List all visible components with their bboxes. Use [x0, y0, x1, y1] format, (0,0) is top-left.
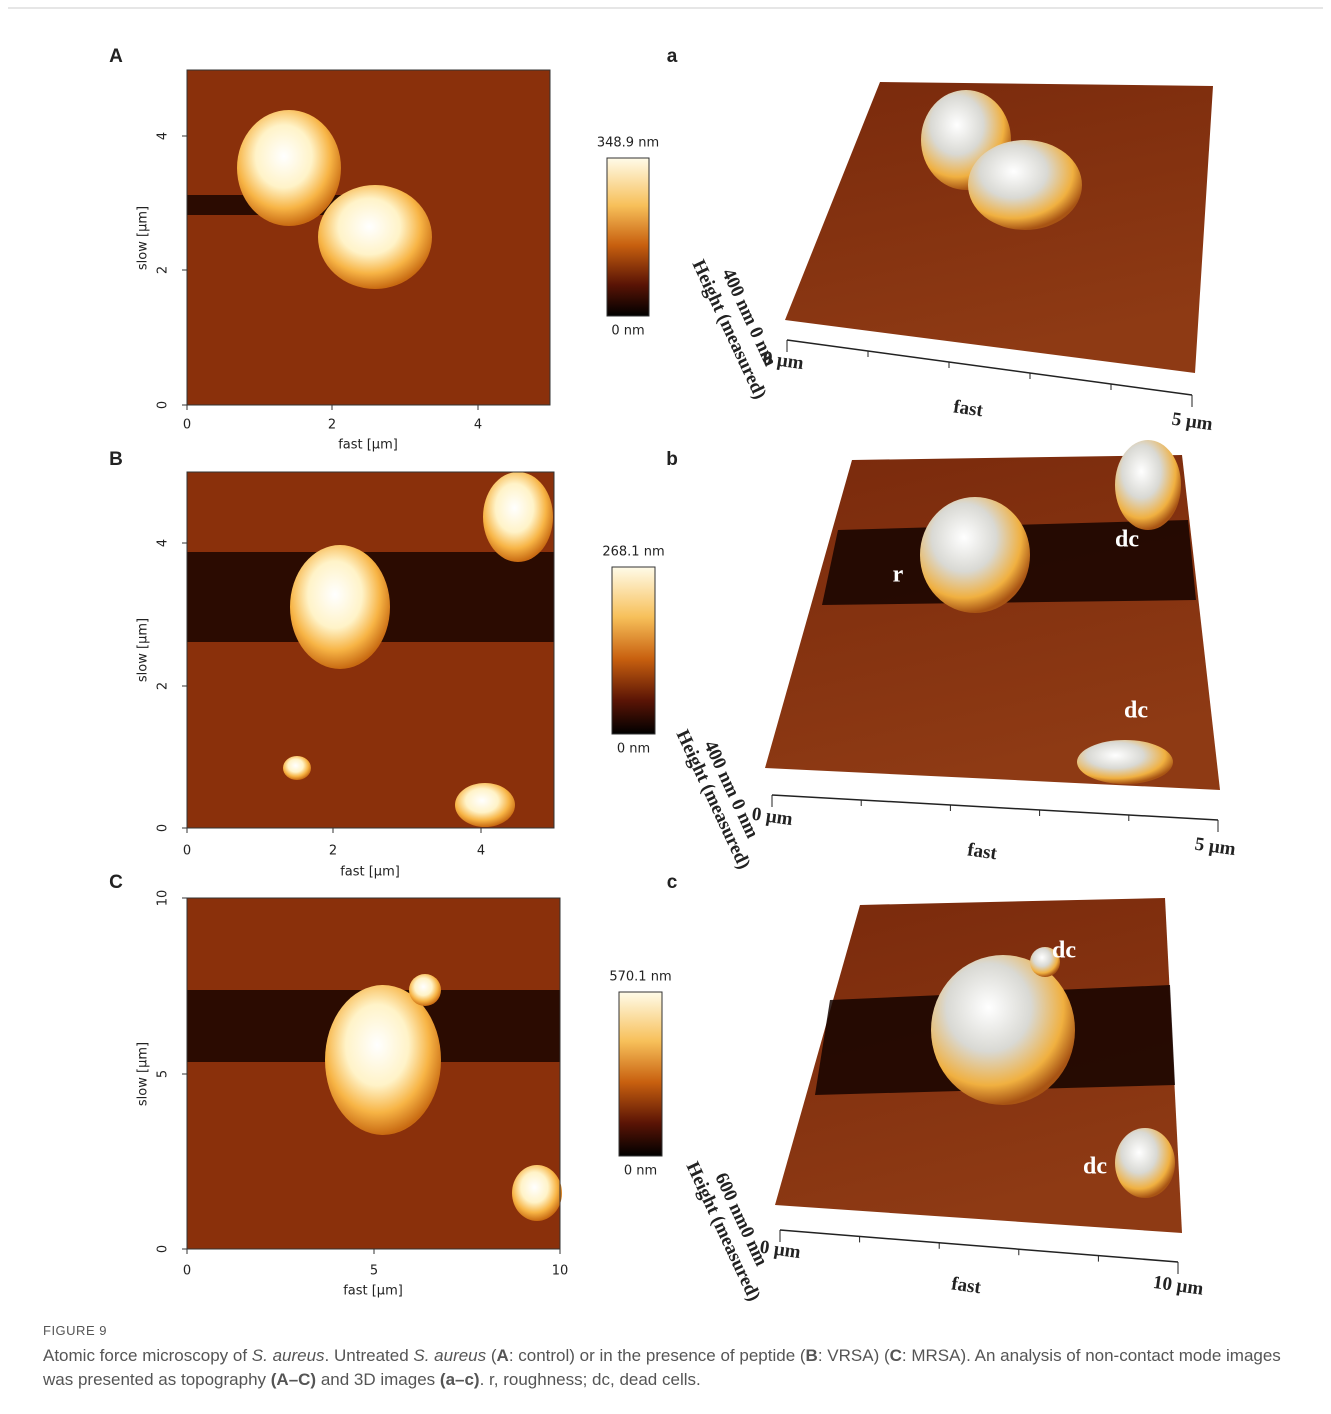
cell: [290, 545, 390, 669]
panel-label: B: [109, 449, 123, 470]
panel-label: A: [109, 46, 123, 67]
caption-run: S. aureus: [252, 1346, 325, 1365]
annotation: dc: [1124, 698, 1148, 724]
annotation: dc: [1052, 938, 1076, 964]
y-axis-label: slow [µm]: [136, 618, 151, 682]
panel-label: a: [667, 46, 678, 67]
y-tick-label: 10: [156, 890, 171, 907]
x-tick-label: 5: [370, 1264, 378, 1279]
caption-run: . Untreated: [325, 1346, 414, 1365]
axis-3d-end: 10 µm: [1152, 1272, 1205, 1300]
cell: [325, 985, 441, 1135]
cell: [409, 974, 441, 1006]
axis-3d-end: 5 µm: [1170, 409, 1214, 436]
cell: [237, 110, 341, 226]
x-axis-label: fast [µm]: [340, 865, 400, 880]
x-tick-label: 2: [329, 844, 337, 859]
y-tick-label: 5: [156, 1070, 171, 1078]
y-tick-label: 4: [156, 132, 171, 140]
caption-run: . r, roughness; dc, dead cells.: [480, 1370, 701, 1389]
y-tick-label: 2: [156, 682, 171, 690]
caption-run: : control) or in the presence of peptide…: [509, 1346, 806, 1365]
cell: [318, 185, 432, 289]
cell: [512, 1165, 562, 1221]
panel-label: C: [109, 872, 123, 893]
page: A 0 2 4 0 2 4 fast [µm] slow [µm] 348.9 nm 0 nm a 0 …: [0, 0, 1331, 1414]
y-tick-label: 2: [156, 266, 171, 274]
axis-3d-end: 5 µm: [1193, 834, 1237, 861]
annotation: r: [893, 562, 904, 588]
y-tick-label: 4: [156, 539, 171, 547]
cell: [455, 783, 515, 827]
caption-run: Atomic force microscopy of: [43, 1346, 252, 1365]
x-tick-label: 4: [474, 418, 482, 433]
caption-run: (a–c): [440, 1370, 480, 1389]
x-axis-label: fast [µm]: [338, 438, 398, 453]
axis-3d-label: fast: [966, 839, 999, 864]
figure: A 0 2 4 0 2 4 fast [µm] slow [µm] 348.9 nm 0 nm a 0 …: [0, 0, 1331, 1310]
y-tick-label: 0: [156, 401, 171, 409]
annotation: dc: [1115, 527, 1139, 553]
x-tick-label: 0: [183, 418, 191, 433]
panel-label: b: [666, 449, 678, 470]
cell-3d: [931, 955, 1075, 1105]
caption-run: (: [486, 1346, 496, 1365]
x-tick-label: 10: [552, 1264, 569, 1279]
caption-label: FIGURE 9: [43, 1323, 1293, 1338]
caption-run: B: [806, 1346, 818, 1365]
panel-label: c: [667, 872, 678, 893]
colorbar: [607, 158, 649, 316]
caption-run: A: [497, 1346, 509, 1365]
cell-3d: [920, 497, 1030, 613]
colorbar-max: 268.1 nm: [602, 545, 664, 560]
axis-3d: [772, 795, 1218, 820]
y-axis-label: slow [µm]: [136, 206, 151, 270]
axis-3d-label: fast: [952, 396, 985, 421]
x-tick-label: 2: [328, 418, 336, 433]
colorbar-max: 348.9 nm: [597, 136, 659, 151]
x-tick-label: 0: [183, 844, 191, 859]
cell-3d: [968, 140, 1082, 230]
axis-3d-label: fast: [950, 1273, 983, 1298]
caption: FIGURE 9 Atomic force microscopy of S. a…: [43, 1323, 1293, 1392]
caption-run: S. aureus: [413, 1346, 486, 1365]
x-axis-label: fast [µm]: [343, 1284, 403, 1299]
caption-run: : VRSA) (: [818, 1346, 890, 1365]
y-tick-label: 0: [156, 824, 171, 832]
y-tick-label: 0: [156, 1245, 171, 1253]
axis-3d: [780, 1230, 1178, 1262]
cell: [283, 756, 311, 780]
colorbar: [619, 992, 662, 1156]
caption-run: (A–C): [271, 1370, 316, 1389]
colorbar: [612, 567, 655, 734]
colorbar-min: 0 nm: [617, 742, 650, 757]
cell-3d: [1115, 440, 1181, 530]
x-tick-label: 4: [477, 844, 485, 859]
caption-run: and 3D images: [316, 1370, 440, 1389]
y-axis-label: slow [µm]: [136, 1042, 151, 1106]
cell-3d: [1115, 1128, 1175, 1198]
caption-run: C: [890, 1346, 902, 1365]
cell-3d: [1077, 740, 1173, 784]
caption-text: Atomic force microscopy of S. aureus. Un…: [43, 1344, 1293, 1392]
colorbar-max: 570.1 nm: [609, 970, 671, 985]
x-tick-label: 0: [183, 1264, 191, 1279]
annotation: dc: [1083, 1154, 1107, 1180]
cell: [483, 472, 553, 562]
colorbar-min: 0 nm: [611, 324, 644, 339]
colorbar-min: 0 nm: [624, 1164, 657, 1179]
